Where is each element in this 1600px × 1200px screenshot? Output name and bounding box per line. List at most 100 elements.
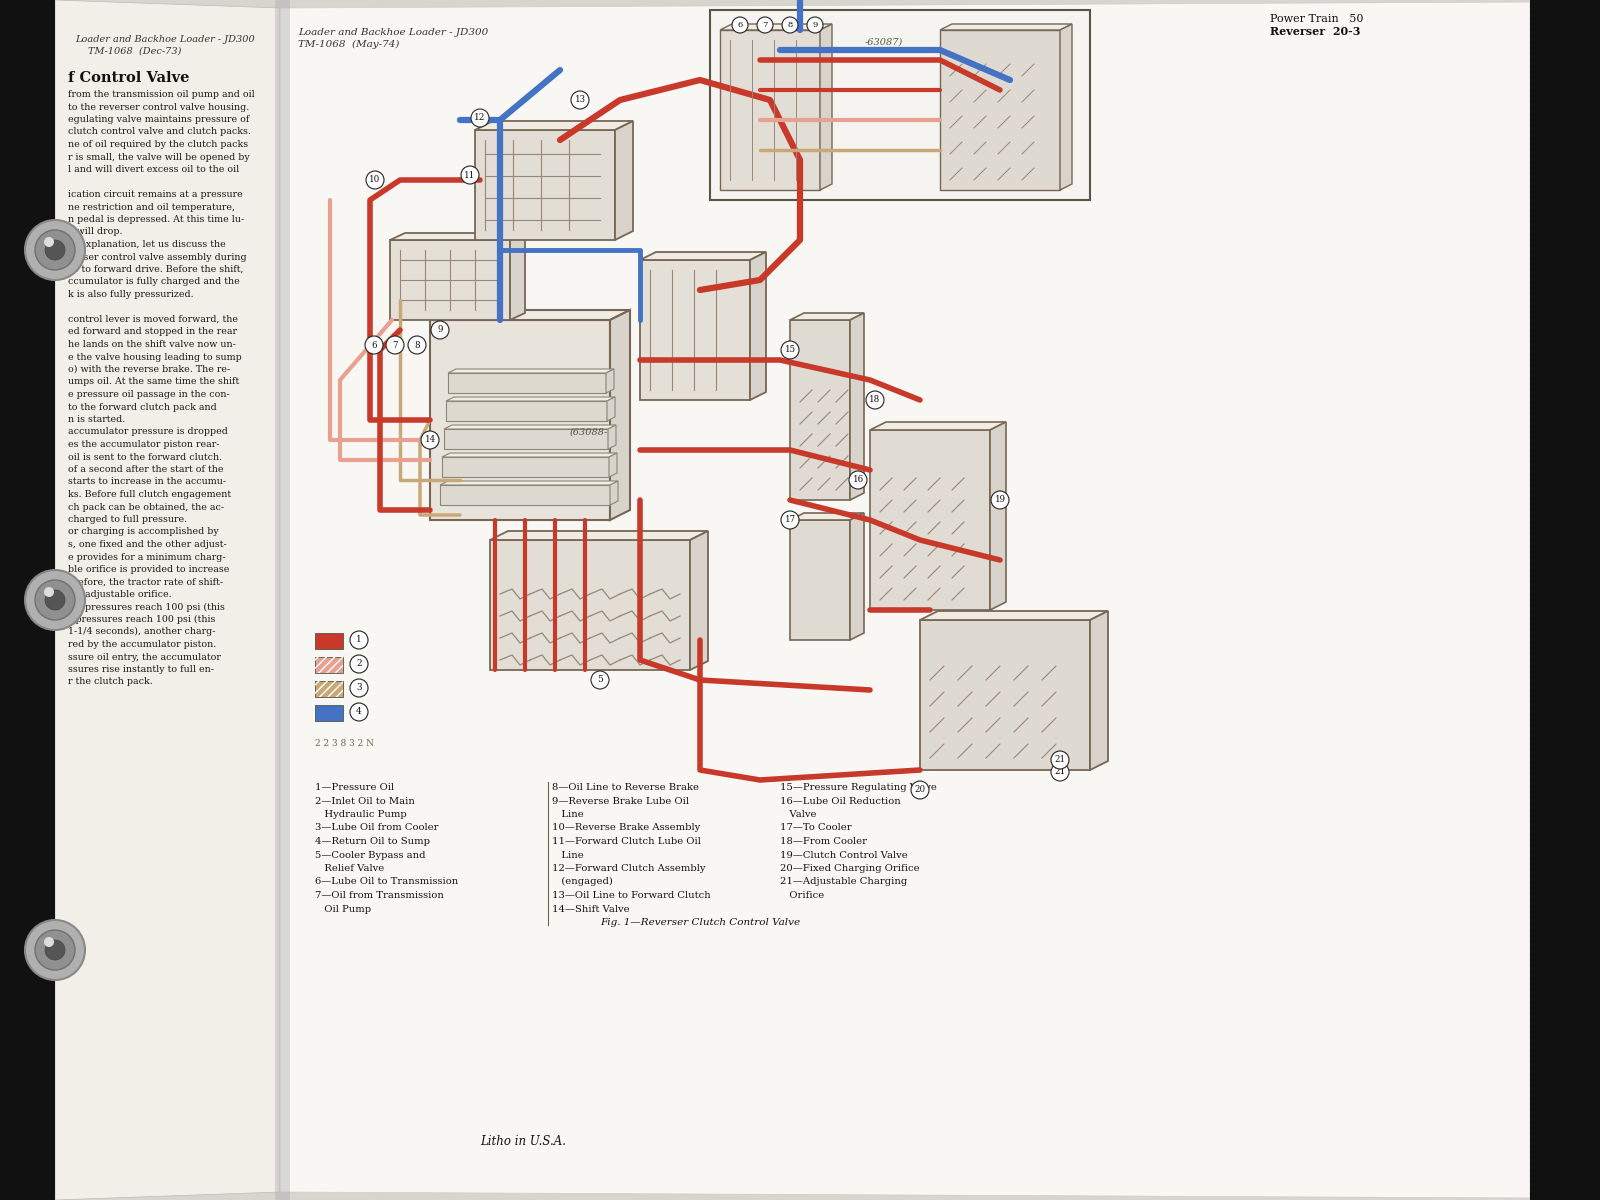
Text: e will drop.: e will drop.	[67, 228, 123, 236]
Circle shape	[35, 230, 75, 270]
Text: r is small, the valve will be opened by: r is small, the valve will be opened by	[67, 152, 250, 162]
Bar	[448, 373, 606, 392]
Circle shape	[350, 679, 368, 697]
Circle shape	[35, 930, 75, 970]
Circle shape	[1051, 751, 1069, 769]
Polygon shape	[1059, 24, 1072, 190]
Circle shape	[430, 320, 450, 338]
Text: 21—Adjustable Charging: 21—Adjustable Charging	[781, 877, 907, 887]
Polygon shape	[510, 233, 525, 320]
Circle shape	[35, 580, 75, 620]
Bar	[315, 658, 342, 673]
Text: (63088-: (63088-	[570, 428, 608, 437]
Bar	[870, 430, 990, 610]
Text: 6: 6	[738, 20, 742, 29]
Circle shape	[26, 220, 85, 280]
Circle shape	[866, 391, 883, 409]
Text: Relief Valve: Relief Valve	[315, 864, 384, 874]
Text: 3—Lube Oil from Cooler: 3—Lube Oil from Cooler	[315, 823, 438, 833]
Polygon shape	[941, 24, 1072, 30]
Bar	[720, 30, 819, 190]
Polygon shape	[445, 425, 616, 428]
Text: o) with the reverse brake. The re-: o) with the reverse brake. The re-	[67, 365, 230, 374]
Text: 17: 17	[784, 516, 795, 524]
Text: k is also fully pressurized.: k is also fully pressurized.	[67, 290, 194, 299]
Text: erefore, the tractor rate of shift-: erefore, the tractor rate of shift-	[67, 577, 222, 587]
Text: his adjustable orifice.: his adjustable orifice.	[67, 590, 171, 599]
Circle shape	[366, 170, 384, 188]
Text: ch pack can be obtained, the ac-: ch pack can be obtained, the ac-	[67, 503, 224, 511]
Bar	[0, 0, 54, 1200]
Text: 8—Oil Line to Reverse Brake: 8—Oil Line to Reverse Brake	[552, 782, 699, 792]
Bar	[315, 704, 342, 721]
Text: egulating valve maintains pressure of: egulating valve maintains pressure of	[67, 115, 250, 124]
Text: ks. Before full clutch engagement: ks. Before full clutch engagement	[67, 490, 230, 499]
Circle shape	[45, 937, 54, 947]
Bar	[790, 320, 850, 500]
Polygon shape	[990, 422, 1006, 610]
Text: n pedal is depressed. At this time lu-: n pedal is depressed. At this time lu-	[67, 215, 245, 224]
Circle shape	[461, 166, 478, 184]
Text: ccumulator is fully charged and the: ccumulator is fully charged and the	[67, 277, 240, 287]
Circle shape	[45, 240, 66, 260]
Bar	[442, 457, 610, 476]
Text: ble orifice is provided to increase: ble orifice is provided to increase	[67, 565, 229, 574]
Text: 6—Lube Oil to Transmission: 6—Lube Oil to Transmission	[315, 877, 458, 887]
Text: of a second after the start of the: of a second after the start of the	[67, 464, 224, 474]
Text: se to forward drive. Before the shift,: se to forward drive. Before the shift,	[67, 265, 243, 274]
Circle shape	[1051, 763, 1069, 781]
Text: (engaged): (engaged)	[552, 877, 613, 887]
Text: s, one fixed and the other adjust-: s, one fixed and the other adjust-	[67, 540, 227, 550]
Text: e pressure oil passage in the con-: e pressure oil passage in the con-	[67, 390, 230, 398]
Text: Line: Line	[552, 810, 584, 818]
Circle shape	[470, 109, 490, 127]
Text: Oil Pump: Oil Pump	[315, 905, 371, 913]
Bar	[315, 680, 342, 697]
Text: 2—Inlet Oil to Main: 2—Inlet Oil to Main	[315, 797, 414, 805]
Polygon shape	[790, 313, 864, 320]
Text: 9: 9	[813, 20, 818, 29]
Circle shape	[408, 336, 426, 354]
Polygon shape	[850, 514, 864, 640]
Text: -63087): -63087)	[866, 38, 904, 47]
Text: 8: 8	[414, 341, 419, 349]
Polygon shape	[610, 452, 618, 476]
Circle shape	[350, 631, 368, 649]
Circle shape	[26, 570, 85, 630]
Text: accumulator pressure is dropped: accumulator pressure is dropped	[67, 427, 227, 437]
Text: ne restriction and oil temperature,: ne restriction and oil temperature,	[67, 203, 235, 211]
Text: 15—Pressure Regulating Valve: 15—Pressure Regulating Valve	[781, 782, 938, 792]
Circle shape	[990, 491, 1010, 509]
Text: verser control valve assembly during: verser control valve assembly during	[67, 252, 246, 262]
Polygon shape	[390, 233, 525, 240]
Polygon shape	[440, 481, 618, 485]
Polygon shape	[54, 0, 280, 1200]
Text: ed forward and stopped in the rear: ed forward and stopped in the rear	[67, 328, 237, 336]
Text: Line: Line	[552, 851, 584, 859]
Text: starts to increase in the accumu-: starts to increase in the accumu-	[67, 478, 226, 486]
Polygon shape	[610, 310, 630, 520]
Circle shape	[781, 511, 798, 529]
Text: 1: 1	[357, 636, 362, 644]
Text: 8: 8	[787, 20, 792, 29]
Polygon shape	[275, 0, 290, 1200]
Bar	[315, 680, 342, 697]
Bar	[790, 520, 850, 640]
Polygon shape	[606, 370, 614, 392]
Text: Orifice: Orifice	[781, 890, 824, 900]
Circle shape	[45, 590, 66, 610]
Polygon shape	[790, 514, 864, 520]
Text: ssure oil entry, the accumulator: ssure oil entry, the accumulator	[67, 653, 221, 661]
Text: 19—Clutch Control Valve: 19—Clutch Control Valve	[781, 851, 907, 859]
Text: 11—Forward Clutch Lube Oil: 11—Forward Clutch Lube Oil	[552, 838, 701, 846]
Circle shape	[910, 781, 930, 799]
Text: Loader and Backhoe Loader - JD300: Loader and Backhoe Loader - JD300	[298, 28, 488, 37]
Text: 10—Reverse Brake Assembly: 10—Reverse Brake Assembly	[552, 823, 701, 833]
Polygon shape	[690, 530, 707, 670]
Text: r the clutch pack.: r the clutch pack.	[67, 678, 152, 686]
Text: 2: 2	[357, 660, 362, 668]
Polygon shape	[1090, 611, 1107, 770]
Polygon shape	[446, 397, 614, 401]
Text: ication circuit remains at a pressure: ication circuit remains at a pressure	[67, 190, 243, 199]
Circle shape	[26, 920, 85, 980]
